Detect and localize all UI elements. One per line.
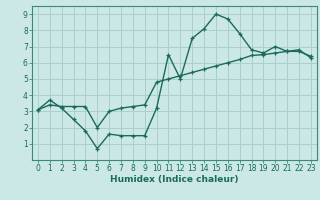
X-axis label: Humidex (Indice chaleur): Humidex (Indice chaleur) — [110, 175, 239, 184]
